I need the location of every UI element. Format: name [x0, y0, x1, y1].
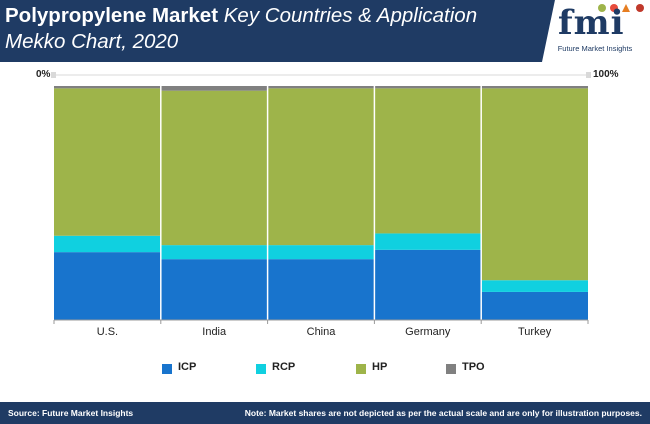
fmi-logo: fmi Future Market Insights: [542, 0, 650, 62]
legend-swatch-rcp: [256, 364, 266, 374]
bar-segment-icp-us: [54, 252, 161, 320]
header-banner: Polypropylene Market Key Countries & App…: [0, 0, 650, 62]
bar-segment-icp-india: [160, 259, 268, 320]
mekko-chart: U.S. India China Germany Turkey: [51, 72, 591, 338]
legend-label-rcp: RCP: [272, 361, 296, 373]
disclaimer-note: Note: Market shares are not depicted as …: [244, 408, 642, 418]
bar-segment-tpo-us: [54, 86, 161, 89]
bar-segment-icp-china: [267, 259, 375, 320]
bar-segment-icp-germany: [374, 249, 482, 320]
bar-segment-tpo-germany: [374, 86, 482, 89]
chart-title: Polypropylene Market Key Countries & App…: [5, 3, 525, 55]
scale-tick-right: [586, 72, 591, 78]
bar-segment-tpo-india: [160, 86, 268, 91]
bar-segment-rcp-india: [160, 245, 268, 260]
logo-subtitle: Future Market Insights: [557, 44, 633, 53]
legend-swatch-hp: [356, 364, 366, 374]
legend-swatch-tpo: [446, 364, 456, 374]
bar-segment-rcp-us: [54, 235, 161, 253]
legend-label-hp: HP: [372, 361, 388, 373]
x-tick-label: U.S.: [97, 326, 118, 338]
bar-segment-tpo-turkey: [481, 86, 588, 89]
bar-segment-tpo-china: [267, 86, 375, 89]
title-italic-part-1: Key Countries & Application: [223, 4, 478, 27]
bar-segment-hp-us: [54, 88, 161, 236]
legend-label-icp: ICP: [178, 361, 197, 373]
bar-segment-rcp-germany: [374, 233, 482, 250]
scale-tick-left: [51, 72, 56, 78]
legend-swatch-icp: [162, 364, 172, 374]
logo-decoration-icon: [598, 4, 644, 12]
bar-segment-rcp-china: [267, 245, 375, 260]
x-tick-label: Germany: [405, 326, 451, 338]
bar-segment-hp-india: [160, 90, 268, 246]
x-tick-label: China: [307, 326, 337, 338]
source-note: Source: Future Market Insights: [8, 408, 134, 418]
bar-segment-hp-china: [267, 88, 375, 246]
scale-label-right: 100%: [593, 69, 619, 80]
scale-label-left: 0%: [36, 69, 51, 80]
logo-text: fmi: [558, 3, 625, 43]
x-tick-label: India: [202, 326, 227, 338]
x-tick-label: Turkey: [518, 326, 552, 338]
footer-bar: Source: Future Market Insights Note: Mar…: [0, 402, 650, 424]
bar-segment-hp-turkey: [481, 88, 588, 281]
bar-segment-hp-germany: [374, 88, 482, 234]
legend-label-tpo: TPO: [462, 361, 485, 373]
title-bold-part: Polypropylene Market: [5, 4, 219, 27]
title-italic-part-2: Mekko Chart, 2020: [5, 30, 179, 53]
bar-segment-icp-turkey: [481, 291, 588, 320]
bar-segment-rcp-turkey: [481, 280, 588, 292]
